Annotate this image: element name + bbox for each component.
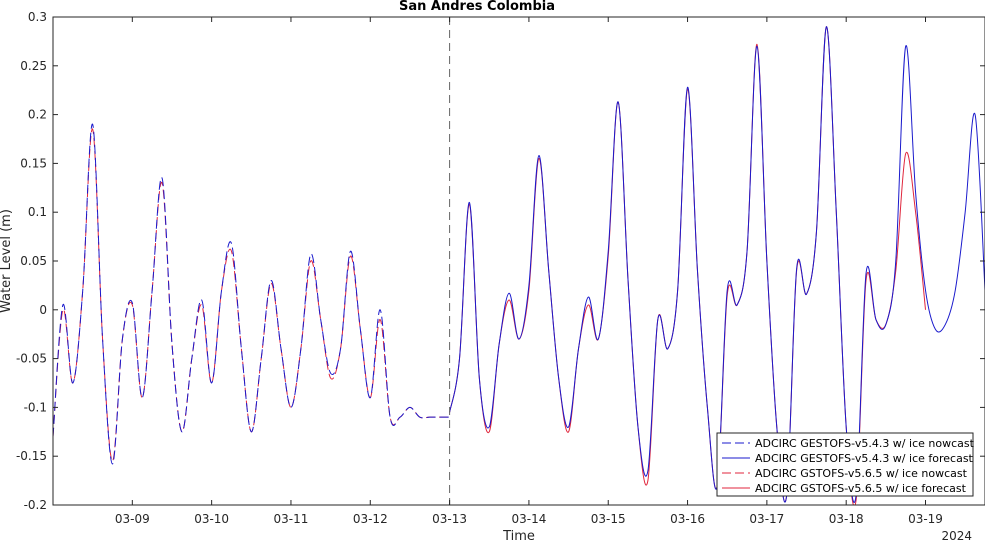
y-tick-label: -0.2: [24, 498, 47, 512]
chart-title: San Andres Colombia: [399, 0, 555, 14]
y-tick-label: -0.1: [24, 400, 47, 414]
y-tick-label: 0.2: [28, 108, 47, 122]
legend-box: [716, 432, 974, 497]
x-tick-label: 03-18: [829, 512, 864, 526]
legend-label: ADCIRC GESTOFS-v5.4.3 w/ ice nowcast: [755, 437, 975, 450]
x-tick-label: 03-14: [511, 512, 546, 526]
y-tick-label: -0.15: [16, 449, 47, 463]
x-tick-label: 03-12: [353, 512, 388, 526]
x-tick-label: 03-11: [274, 512, 309, 526]
x-tick-label: 03-10: [194, 512, 229, 526]
series-line-0: [53, 123, 450, 465]
legend-label: ADCIRC GSTOFS-v5.6.5 w/ ice forecast: [755, 482, 967, 495]
x-tick-label: 03-16: [670, 512, 705, 526]
x-axis-title: Time: [502, 529, 535, 541]
series-line-1: [449, 26, 985, 503]
plot-area: [53, 17, 985, 505]
axes-layer: -0.2 -0.15 -0.1 -0.05 0 0.05 0.1 0.15 0.2 0.25 0.3…: [16, 10, 985, 526]
legend-label: ADCIRC GSTOFS-v5.6.5 w/ ice nowcast: [755, 467, 968, 480]
legend: ADCIRC GESTOFS-v5.4.3 w/ ice nowcast ADCI…: [716, 432, 975, 497]
plot-frame: [52, 16, 985, 506]
legend-label: ADCIRC GESTOFS-v5.4.3 w/ ice forecast: [755, 452, 974, 465]
series-layer: [53, 26, 985, 505]
y-tick-label: 0.1: [28, 205, 47, 219]
x-tick-label: 03-09: [115, 512, 150, 526]
y-tick-label: 0.15: [20, 156, 47, 170]
y-tick-label: -0.05: [16, 352, 47, 366]
x-tick-label: 03-15: [591, 512, 626, 526]
y-tick-label: 0.05: [20, 254, 47, 268]
y-tick-label: 0.25: [20, 59, 47, 73]
x-tick-label: 03-19: [908, 512, 943, 526]
year-label: 2024: [941, 529, 972, 541]
y-tick-label: 0: [39, 303, 47, 317]
x-tick-label: 03-13: [432, 512, 467, 526]
x-tick-label: 03-17: [749, 512, 784, 526]
y-axis-title: Water Level (m): [0, 209, 14, 313]
y-tick-label: 0.3: [28, 10, 47, 24]
